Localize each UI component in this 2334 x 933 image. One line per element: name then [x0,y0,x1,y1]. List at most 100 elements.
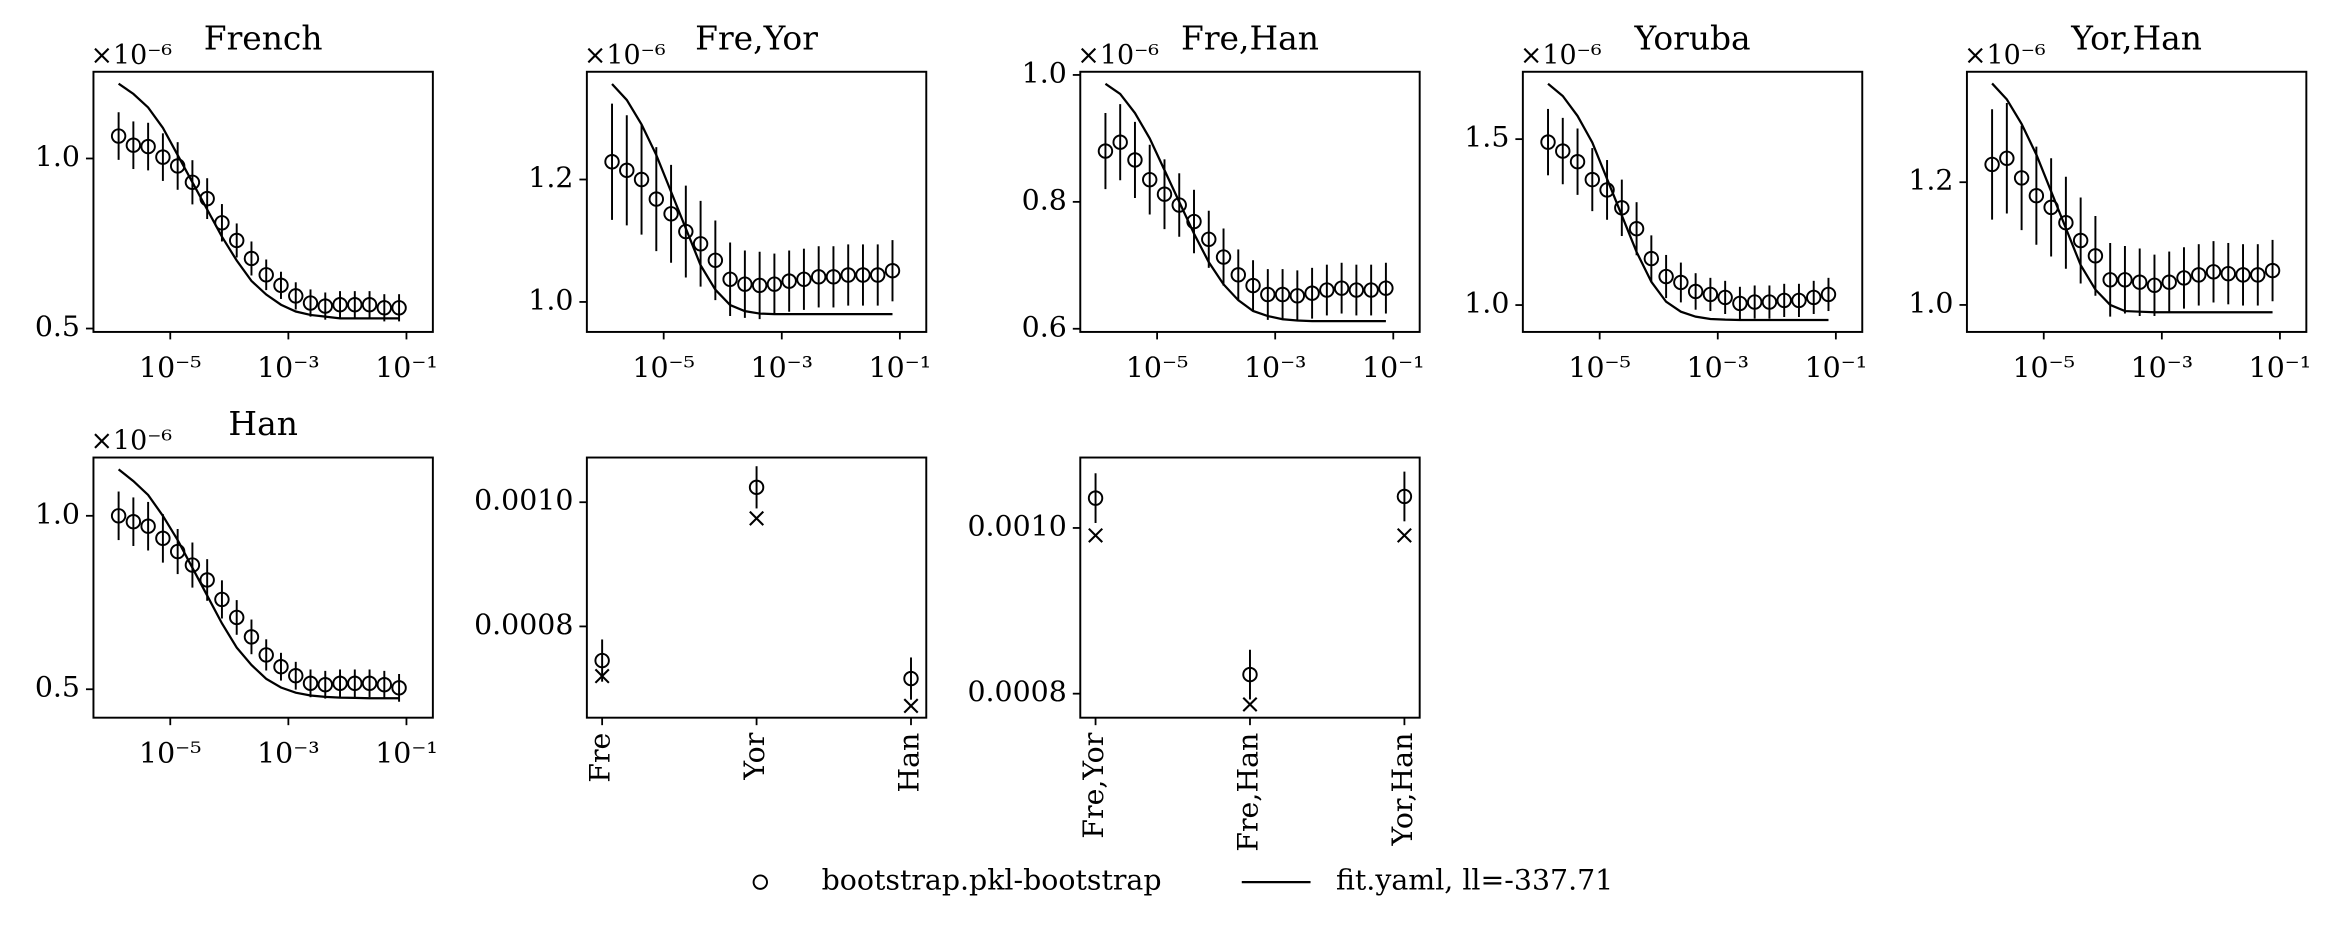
legend-marker [752,874,769,890]
legend: bootstrap.pkl-bootstrap fit.yaml, ll=-337… [752,864,1613,897]
fit-line [117,468,400,700]
data-point [1732,295,1748,312]
data-point [332,675,348,692]
data-point [317,298,333,314]
data-point [1348,282,1365,298]
x-tick-label: 10⁻³ [751,351,813,384]
y-tick-label: 1.0 [528,283,573,316]
data-point [125,137,142,153]
x-tick-label: 10⁻⁵ [139,351,202,384]
data-point [391,300,407,316]
data-point [1260,286,1276,303]
data-point [2191,267,2207,283]
data-point [1215,249,1232,265]
data-point [391,680,407,696]
x-tick-label: 10⁻⁵ [2012,351,2075,384]
x-tick-label: 10⁻¹ [869,351,932,384]
data-point [229,232,245,249]
data-point [1806,289,1822,306]
y-tick-label: 1.5 [1464,121,1509,154]
data-point [1673,274,1689,291]
plot-frame [92,70,434,333]
data-point [2220,265,2236,282]
data-point [361,675,378,692]
data-point [288,668,304,684]
data-point [619,162,635,179]
data-point [2235,267,2251,283]
data-point [692,236,709,252]
data-point [1363,282,1379,298]
data-point [140,138,156,155]
y-tick-label: 1.0 [35,140,80,173]
panel-title: Yor,Han [2070,18,2202,57]
data-point [184,174,201,190]
y-tick-label: 1.0 [1022,56,1067,89]
data-point [633,171,650,188]
x-tick-label: 10⁻¹ [1362,351,1425,384]
data-point [125,514,142,530]
offset-label: ×10⁻⁶ [1964,40,2046,71]
data-point [678,223,694,240]
offset-label: ×10⁻⁶ [1077,40,1159,71]
data-point [1242,666,1258,683]
x-tick-label: 10⁻⁵ [1568,351,1631,384]
data-point [748,479,765,496]
data-point [707,252,724,269]
data-point [2205,264,2222,280]
x-tick-label: 10⁻⁵ [632,351,695,384]
y-tick-label: 1.0 [1908,286,1953,319]
data-point [1702,286,1719,303]
data-point [140,518,156,534]
y-tick-label: 0.5 [35,671,80,704]
data-point [302,295,319,311]
data-point [332,297,348,313]
data-point [1274,286,1291,303]
y-tick-label: 1.2 [1908,164,1953,197]
data-point [199,572,215,588]
legend-label: fit.yaml, ll=-337.71 [1336,864,1613,897]
x-tick-label: 10⁻¹ [375,737,438,770]
y-tick-label: 1.2 [528,161,573,194]
x-tick-label: 10⁻³ [2131,351,2194,384]
data-point [766,276,783,292]
plot-frame [1079,70,1421,333]
data-point [1304,285,1320,301]
data-point [1112,134,1128,150]
data-point [1156,186,1173,202]
fit-line [1991,82,2273,314]
data-point [751,277,768,294]
y-tick-label: 0.0010 [967,509,1066,542]
data-point [1761,294,1778,310]
offset-label: ×10⁻⁶ [1520,40,1602,71]
panel-title: Fre,Yor [695,18,818,57]
x-tick-label: 10⁻⁵ [1126,351,1189,384]
y-tick-label: 1.0 [35,497,80,530]
data-point [1097,143,1114,159]
x-tick-label: 10⁻³ [257,351,320,384]
data-point [1555,143,1571,159]
x-tick-label: Fre [584,733,617,783]
data-point [1087,490,1104,506]
data-point [273,277,289,294]
fit-point [749,510,765,526]
data-point [110,128,127,144]
x-tick-label: 10⁻¹ [375,351,438,384]
data-point [1776,292,1792,309]
x-tick-label: 10⁻³ [1687,351,1750,384]
data-point [1658,268,1674,285]
panel-title: Fre,Han [1181,18,1319,57]
data-point [273,659,289,675]
data-point [796,271,812,287]
data-point [1378,280,1394,296]
data-point [1333,280,1350,296]
x-tick-label: 10⁻³ [1244,351,1307,384]
data-point [376,677,393,693]
x-tick-label: Yor [738,732,771,780]
data-point [648,191,665,207]
data-point [1230,267,1246,283]
fit-line [1104,82,1386,323]
offset-label: ×10⁻⁶ [90,426,172,457]
y-tick-label: 1.0 [1464,287,1509,320]
y-tick-label: 0.8 [1022,183,1067,216]
fit-line [117,82,400,320]
